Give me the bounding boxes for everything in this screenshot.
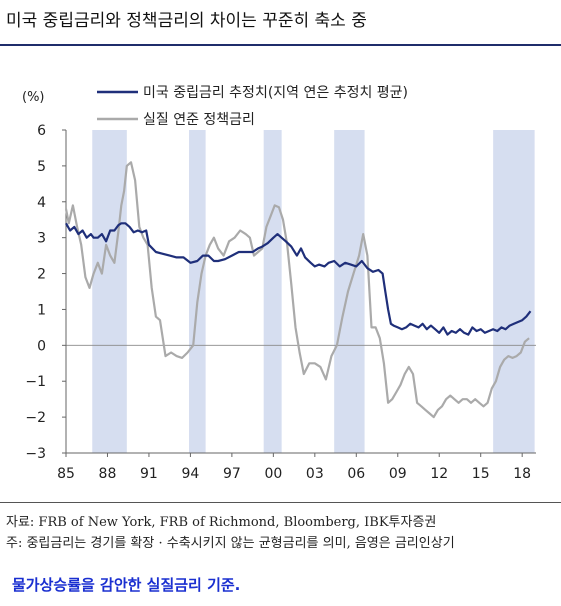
series-line-1 (64, 161, 530, 419)
y-tick-label: 3 (37, 231, 46, 247)
footnote: 주: 중립금리는 경기를 확장 · 수축시키지 않는 균형금리를 의미, 음영은… (6, 536, 455, 551)
x-tick-label: 85 (57, 466, 75, 482)
x-tick-label: 18 (513, 466, 531, 482)
title-rule (0, 44, 561, 46)
shaded-period-0 (92, 130, 127, 453)
legend: 미국 중립금리 추정치(지역 연은 추정치 평균) 실질 연준 정책금리 (97, 85, 408, 128)
x-tick-label: 94 (181, 466, 199, 482)
y-tick-label: 1 (37, 302, 46, 318)
bottom-rule (0, 502, 561, 503)
source-note: 자료: FRB of New York, FRB of Richmond, Bl… (6, 515, 437, 530)
x-tick-label: 97 (223, 466, 241, 482)
chart-title: 미국 중립금리와 정책금리의 차이는 꾸준히 축소 중 (6, 11, 367, 31)
y-tick-label: 0 (37, 338, 46, 354)
series-line-0 (65, 222, 532, 336)
shaded-period-3 (334, 130, 365, 453)
y-tick-label: 4 (37, 195, 46, 211)
x-tick-label: 12 (430, 466, 448, 482)
x-tick-label: 88 (99, 466, 117, 482)
axes (65, 130, 536, 454)
y-tick-label: 6 (37, 123, 46, 139)
shaded-period-2 (263, 130, 282, 453)
x-tick-label: 91 (140, 466, 158, 482)
y-tick-label: −1 (25, 374, 46, 390)
chart: 미국 중립금리 추정치(지역 연은 추정치 평균) 실질 연준 정책금리 −3 −2… (22, 85, 536, 482)
x-tick-label: 06 (347, 466, 365, 482)
x-tick-label: 00 (264, 466, 282, 482)
y-tick-label: −3 (25, 446, 46, 462)
y-tick-label: 2 (37, 267, 46, 283)
y-axis-unit-label: (%) (22, 90, 45, 105)
shaded-period-1 (189, 130, 206, 453)
shaded-periods (92, 130, 535, 453)
x-tick-label: 15 (472, 466, 490, 482)
legend-label-0: 미국 중립금리 추정치(지역 연은 추정치 평균) (143, 85, 408, 101)
y-tick-label: 5 (37, 159, 46, 175)
blue-note: 물가상승률을 감안한 실질금리 기준. (12, 576, 241, 594)
legend-label-1: 실질 연준 정책금리 (143, 112, 255, 128)
x-tick-label: 09 (389, 466, 407, 482)
x-tick-label: 03 (306, 466, 324, 482)
shaded-period-4 (493, 130, 535, 453)
series-lines (64, 161, 532, 419)
y-tick-label: −2 (25, 410, 46, 426)
